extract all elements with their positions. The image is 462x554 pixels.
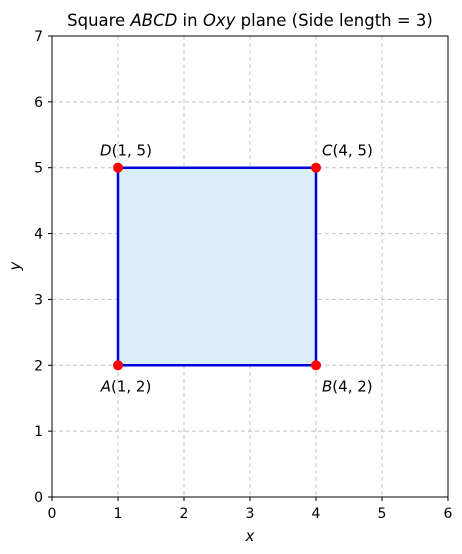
title-part: in bbox=[177, 11, 203, 30]
y-tick-label: 0 bbox=[34, 490, 43, 506]
title-part: Oxy bbox=[203, 11, 236, 30]
square-layer bbox=[116, 166, 318, 367]
title-part: plane (Side length = 3) bbox=[235, 11, 432, 30]
y-tick-label: 6 bbox=[34, 95, 43, 111]
x-tick-label: 6 bbox=[444, 506, 453, 522]
x-tick-label: 2 bbox=[180, 506, 189, 522]
x-tick-label: 5 bbox=[378, 506, 387, 522]
square-abcd bbox=[116, 166, 318, 367]
point-d bbox=[113, 162, 123, 173]
x-tick-label: 4 bbox=[312, 506, 321, 522]
point-label-name: D bbox=[100, 142, 112, 160]
title-part: ABCD bbox=[129, 11, 177, 30]
point-labels: A(1, 2) B(4, 2) C(4, 5) D(1, 5) bbox=[100, 142, 373, 396]
point-label-coords: (1, 2) bbox=[111, 377, 151, 395]
x-axis-label: x bbox=[245, 527, 255, 545]
y-tick-label: 3 bbox=[34, 292, 43, 308]
point-a bbox=[113, 360, 123, 371]
point-label-coords: (4, 2) bbox=[332, 377, 372, 395]
y-tick-label: 1 bbox=[34, 424, 43, 440]
point-b bbox=[311, 360, 321, 371]
x-tick-label: 0 bbox=[48, 506, 57, 522]
point-label-d: D(1, 5) bbox=[100, 142, 152, 160]
ticks: 0 1 2 3 4 5 6 0 1 2 3 4 5 6 7 bbox=[34, 29, 452, 522]
point-label-a: A(1, 2) bbox=[100, 377, 152, 395]
x-tick-label: 3 bbox=[246, 506, 255, 522]
point-label-c: C(4, 5) bbox=[322, 142, 373, 160]
y-tick-label: 7 bbox=[34, 29, 43, 45]
point-label-name: B bbox=[322, 377, 332, 395]
y-tick-label: 2 bbox=[34, 358, 43, 374]
x-tick-label: 1 bbox=[114, 506, 123, 522]
y-tick-label: 4 bbox=[34, 227, 43, 243]
point-label-coords: (1, 5) bbox=[112, 142, 152, 160]
point-c bbox=[311, 162, 321, 173]
point-label-name: A bbox=[100, 377, 111, 395]
y-axis-label: y bbox=[6, 260, 24, 271]
title-part: Square bbox=[67, 11, 130, 30]
point-label-b: B(4, 2) bbox=[322, 377, 373, 395]
y-tick-label: 5 bbox=[34, 161, 43, 177]
chart-title: Square ABCD in Oxy plane (Side length = … bbox=[67, 11, 433, 30]
point-label-coords: (4, 5) bbox=[332, 142, 372, 160]
point-label-name: C bbox=[322, 142, 333, 160]
points bbox=[113, 162, 321, 371]
